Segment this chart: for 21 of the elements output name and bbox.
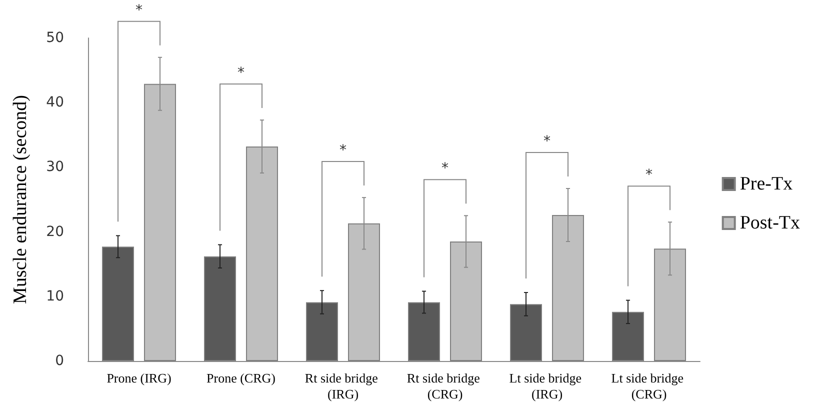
x-tick-label: Rt side bridge (CRG) bbox=[406, 370, 484, 402]
y-tick-label: 10 bbox=[46, 288, 64, 304]
y-tick-label: 0 bbox=[55, 353, 64, 369]
annotation: * bbox=[544, 134, 550, 150]
legend-label: Post-Tx bbox=[740, 212, 800, 234]
annotation: * bbox=[340, 142, 346, 159]
y-tick-label: 50 bbox=[46, 30, 64, 46]
text: * bbox=[136, 2, 142, 18]
annotation: * bbox=[442, 160, 448, 177]
y-tick-label: 40 bbox=[46, 94, 64, 111]
x-tick-label: Rt side bridge (IRG) bbox=[304, 370, 382, 402]
legend-label: Pre-Tx bbox=[740, 174, 794, 194]
annotation: * bbox=[238, 65, 244, 82]
x-tick-label: Lt side bridge (CRG) bbox=[611, 370, 687, 402]
y-tick-label: 30 bbox=[46, 159, 64, 176]
y-tick-label: 20 bbox=[46, 224, 64, 240]
x-tick-label: Prone (IRG) bbox=[106, 370, 172, 386]
annotation: * bbox=[646, 167, 652, 184]
x-tick-label: Lt side bridge (IRG) bbox=[509, 370, 585, 402]
x-tick-label: Prone (CRG) bbox=[206, 370, 276, 386]
y-axis-title: Muscle endurance (second) bbox=[10, 95, 31, 304]
